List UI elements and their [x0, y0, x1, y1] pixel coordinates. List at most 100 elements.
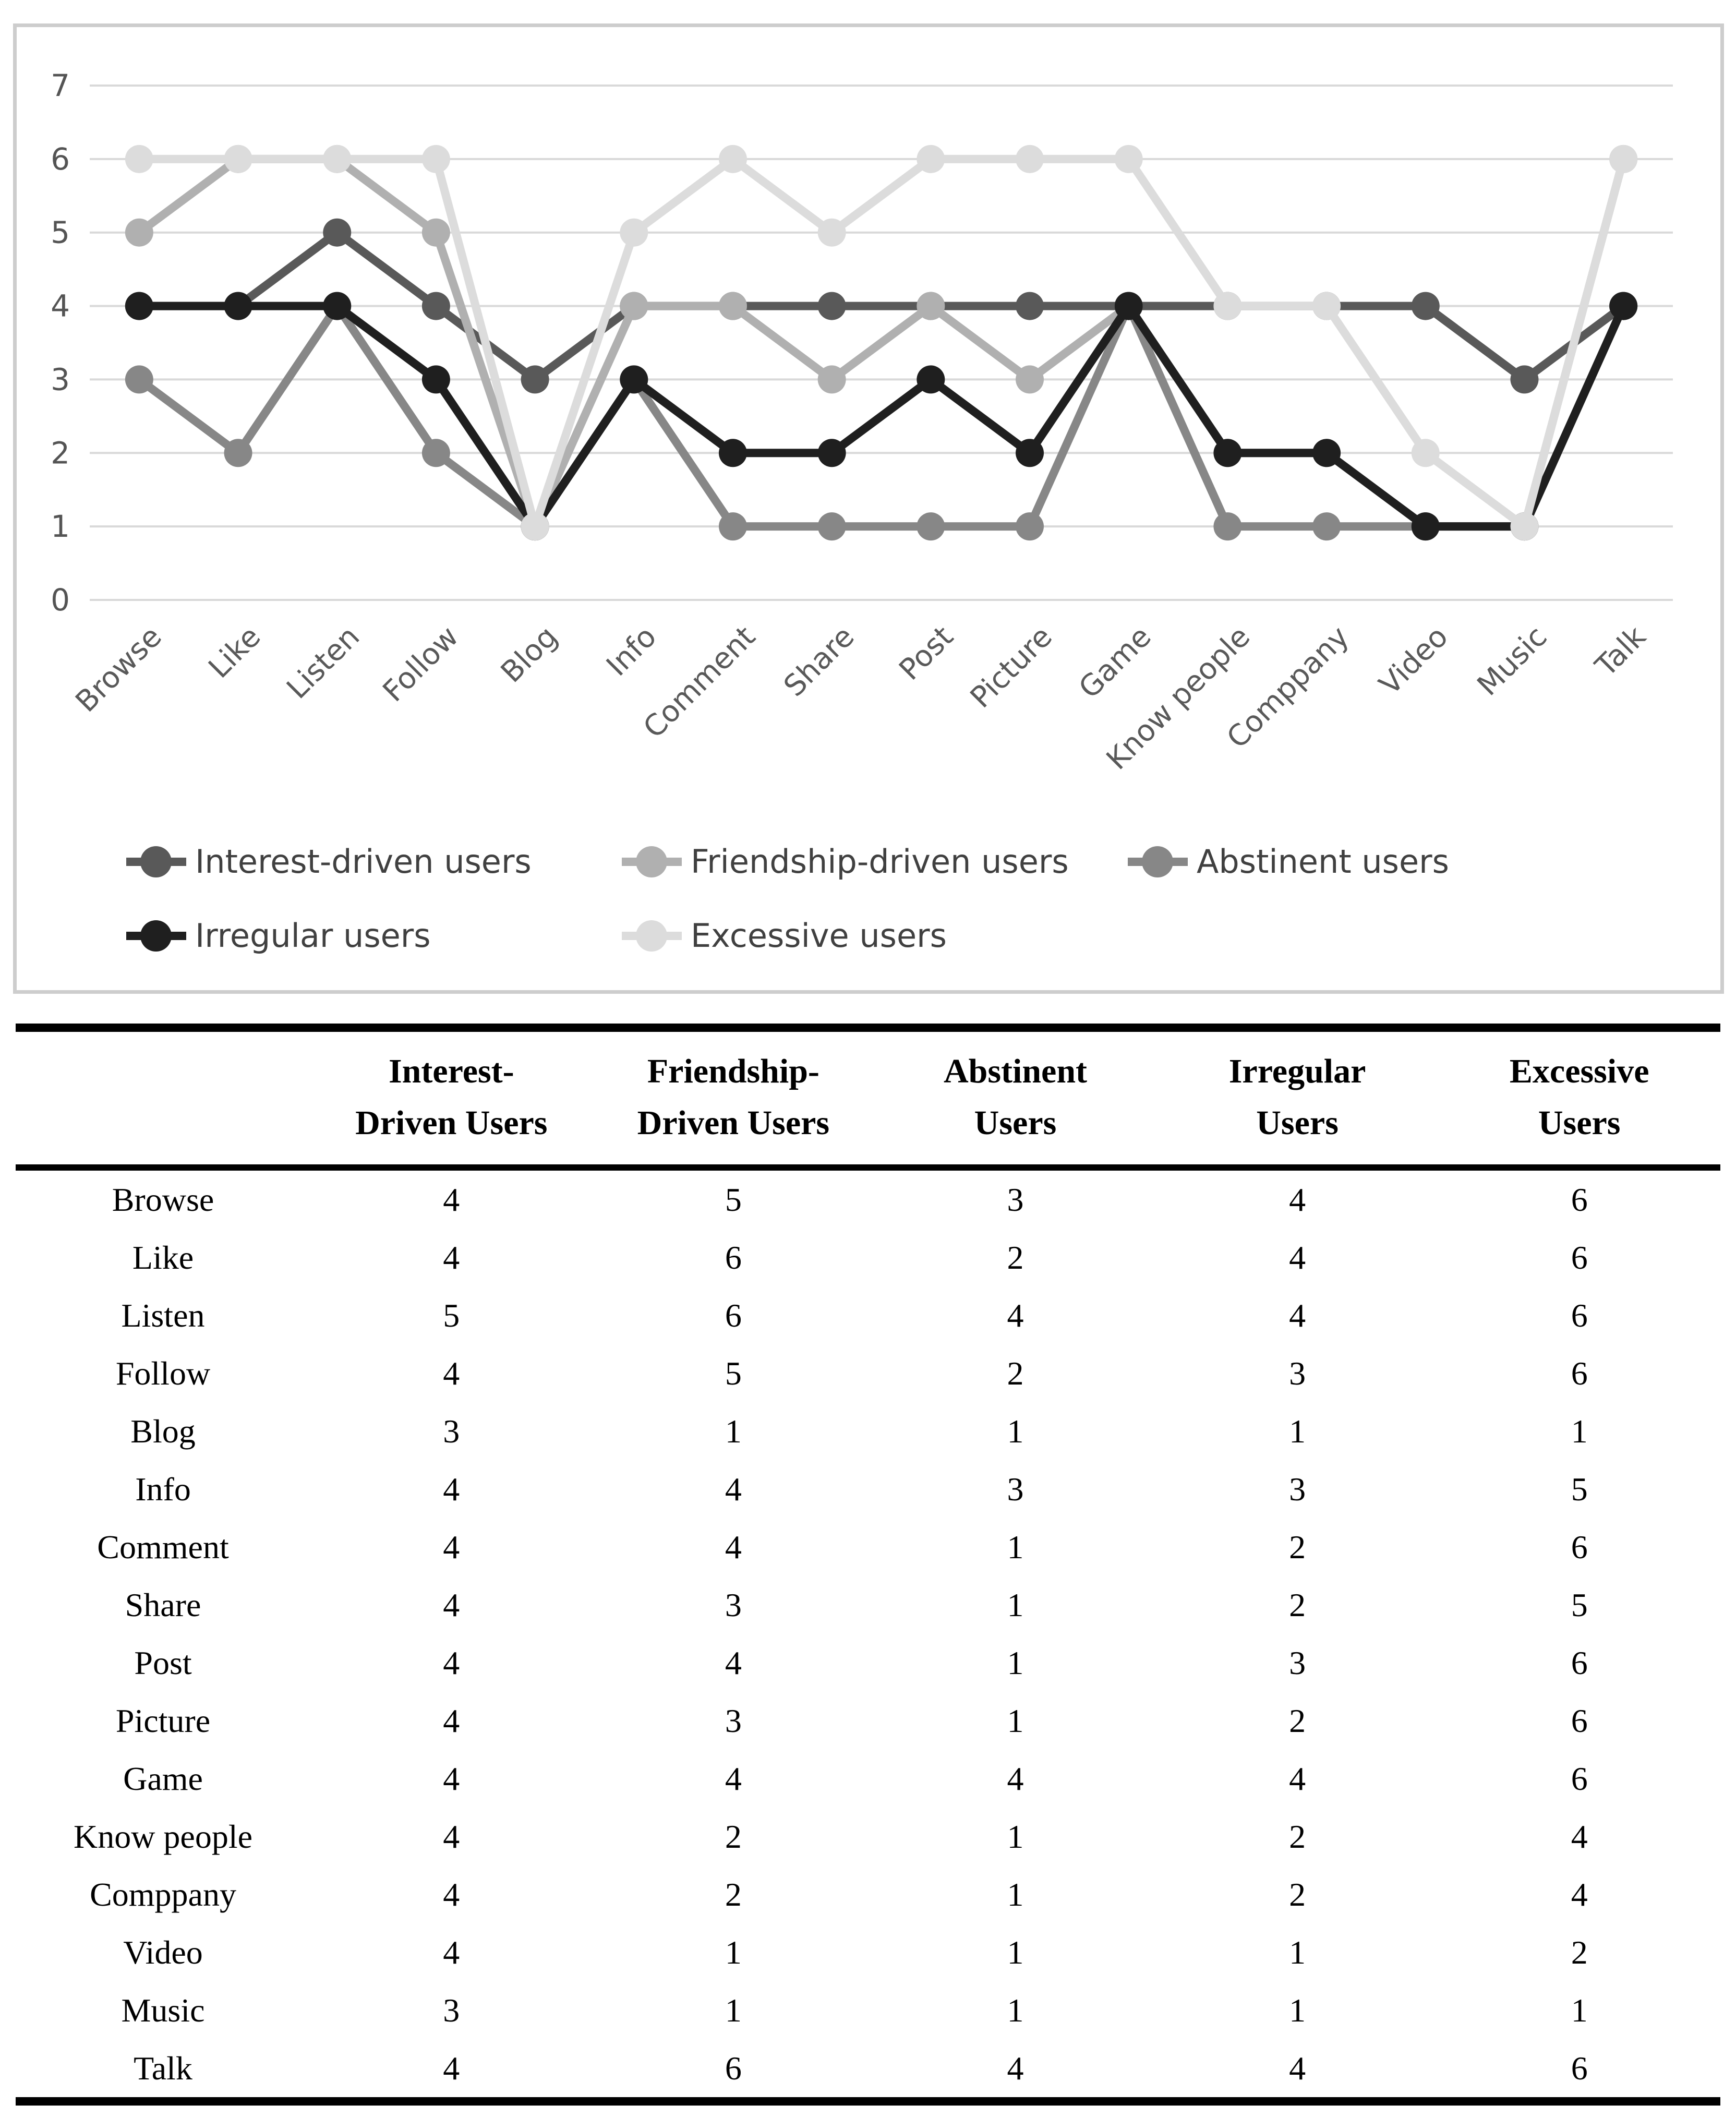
table-cell: 6	[1571, 1181, 1588, 1218]
row-label: Post	[134, 1644, 192, 1681]
row-label: Blog	[130, 1412, 196, 1450]
table-cell: 6	[1571, 1238, 1588, 1276]
series-marker	[817, 365, 846, 394]
series-marker	[1114, 145, 1143, 173]
x-axis-label: Like	[202, 620, 268, 685]
series-marker	[421, 218, 450, 247]
legend-label: Excessive users	[691, 917, 947, 955]
table-cell: 3	[443, 1412, 460, 1450]
legend-label: Abstinent users	[1197, 843, 1449, 881]
series-marker	[1510, 365, 1539, 394]
series-marker	[1411, 439, 1440, 467]
row-label: Know people	[73, 1818, 253, 1855]
table-cell: 6	[725, 1238, 742, 1276]
table-cell: 2	[1007, 1238, 1024, 1276]
row-label: Music	[121, 1991, 205, 2029]
table-row: Game 4 4 4 4 6	[16, 1750, 1720, 1808]
x-axis-label: Info	[600, 620, 663, 683]
table-cell: 1	[725, 1991, 742, 2029]
table-cell: 6	[1571, 1644, 1588, 1681]
table-cell: 3	[1289, 1354, 1306, 1392]
x-axis-label: Picture	[964, 620, 1059, 715]
table-cell: 4	[443, 1760, 460, 1797]
table-cell: 2	[1289, 1702, 1306, 1739]
series-marker	[421, 145, 450, 173]
table-column-header: Abstinent Users	[874, 1028, 1156, 1171]
table-cell: 6	[1571, 1702, 1588, 1739]
series-marker	[1411, 292, 1440, 320]
series-marker	[521, 365, 549, 394]
series-marker	[917, 365, 945, 394]
table-cell: 4	[1289, 2049, 1306, 2087]
table-cell: 2	[1571, 1933, 1588, 1971]
table-cell: 5	[443, 1296, 460, 1334]
legend-marker-swatch	[636, 920, 667, 952]
table-cell: 4	[443, 1586, 460, 1623]
table-row: Picture 4 3 1 2 6	[16, 1692, 1720, 1750]
row-label: Browse	[112, 1181, 214, 1218]
series-marker	[224, 292, 252, 320]
x-axis-label: Browse	[69, 620, 168, 719]
y-axis-tick-label: 3	[51, 362, 70, 397]
series-marker	[1016, 292, 1044, 320]
series-marker	[917, 292, 945, 320]
table-cell: 1	[1289, 1412, 1306, 1450]
table-row: Info 4 4 3 3 5	[16, 1460, 1720, 1518]
table-row: Know people 4 2 1 2 4	[16, 1808, 1720, 1866]
legend-label: Friendship-driven users	[691, 843, 1069, 881]
table-cell: 5	[1571, 1470, 1588, 1508]
series-marker	[718, 145, 747, 173]
series-marker	[1016, 145, 1044, 173]
series-line-2	[135, 302, 1628, 531]
table-column-header: Friendship- Driven Users	[592, 1028, 875, 1171]
y-axis-tick-label: 5	[51, 215, 70, 250]
table-cell: 6	[1571, 1354, 1588, 1392]
series-line-4	[135, 154, 1628, 531]
series-marker	[620, 292, 648, 320]
table-cell: 4	[1289, 1238, 1306, 1276]
x-axis-label: Game	[1072, 620, 1158, 705]
table-cell: 4	[443, 1470, 460, 1508]
table-cell: 6	[1571, 2049, 1588, 2087]
series-marker	[1312, 512, 1341, 541]
series-marker	[917, 145, 945, 173]
table-cell: 1	[1007, 1875, 1024, 1913]
series-marker	[125, 145, 153, 173]
table-cell: 6	[725, 2049, 742, 2087]
series-marker	[1016, 512, 1044, 541]
series-line-3	[135, 302, 1628, 531]
series-marker	[521, 512, 549, 541]
x-axis-label: Share	[777, 620, 861, 703]
x-axis-label: Music	[1471, 620, 1554, 703]
table-header-row: Interest- Driven Users Friendship- Driven…	[16, 1028, 1720, 1171]
table-cell: 3	[1289, 1644, 1306, 1681]
table-row: Listen 5 6 4 4 6	[16, 1286, 1720, 1344]
series-marker	[125, 365, 153, 394]
table-cell: 1	[1007, 1933, 1024, 1971]
data-table-wrap: Interest- Driven Users Friendship- Driven…	[16, 1024, 1720, 2105]
table-cell: 4	[1571, 1875, 1588, 1913]
row-label: Info	[135, 1470, 191, 1508]
x-axis-label: Listen	[280, 620, 366, 706]
series-line-0	[135, 228, 1628, 384]
table-cell: 2	[725, 1818, 742, 1855]
table-cell: 4	[1289, 1181, 1306, 1218]
table-cell: 2	[1007, 1354, 1024, 1392]
series-marker	[1213, 292, 1242, 320]
table-cell: 3	[1007, 1470, 1024, 1508]
series-marker	[718, 512, 747, 541]
table-cell: 2	[1289, 1818, 1306, 1855]
table-cell: 4	[443, 2049, 460, 2087]
table-cell: 1	[725, 1412, 742, 1450]
series-marker	[620, 218, 648, 247]
series-marker	[1114, 292, 1143, 320]
row-label: Comment	[97, 1528, 229, 1566]
table-cell: 3	[1289, 1470, 1306, 1508]
table-cell: 4	[725, 1528, 742, 1566]
series-marker	[421, 365, 450, 394]
table-row: Blog 3 1 1 1 1	[16, 1402, 1720, 1460]
series-marker	[817, 512, 846, 541]
legend-marker-swatch	[1142, 846, 1173, 877]
table-cell: 4	[443, 1818, 460, 1855]
table-corner-cell	[16, 1028, 310, 1171]
